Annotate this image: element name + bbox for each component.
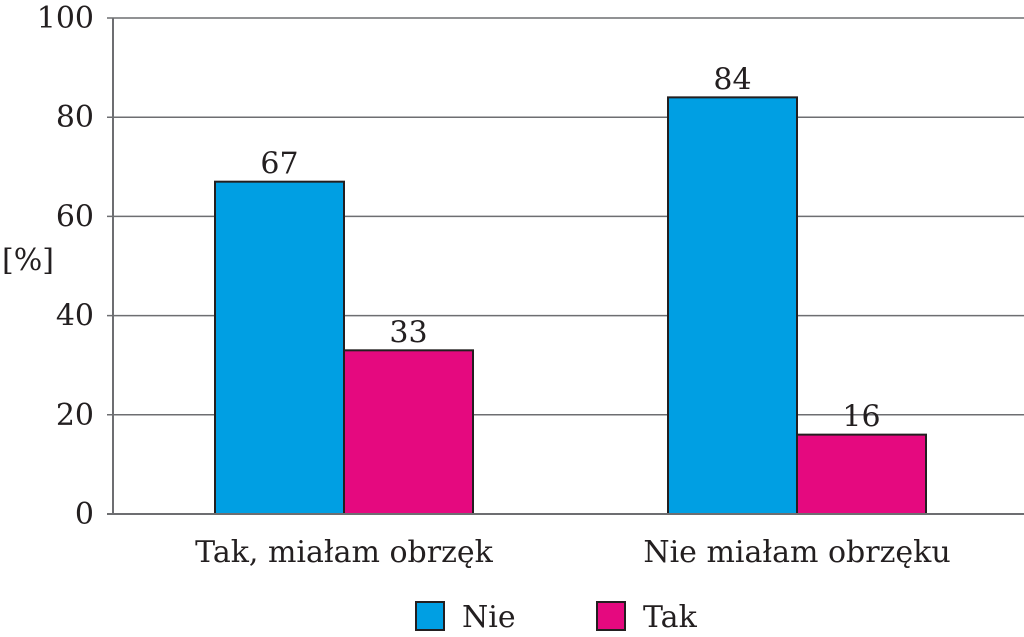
x-category-label: Nie miałam obrzęku bbox=[643, 535, 950, 570]
legend: Nie Tak bbox=[415, 600, 698, 635]
axes bbox=[107, 18, 1024, 515]
data-label: 67 bbox=[260, 147, 298, 182]
legend-swatch-tak bbox=[596, 601, 626, 631]
y-tick-label: 40 bbox=[56, 299, 94, 334]
bars bbox=[214, 96, 927, 516]
legend-label-tak: Tak bbox=[643, 600, 698, 632]
y-tick-labels: 0 20 40 60 80 100 bbox=[37, 1, 94, 532]
legend-swatch-nie bbox=[415, 601, 445, 631]
y-tick-label: 80 bbox=[56, 100, 94, 135]
bar-nie-2 bbox=[667, 96, 798, 516]
bar-tak-1 bbox=[343, 349, 474, 515]
x-category-label: Tak, miałam obrzęk bbox=[195, 535, 494, 570]
data-label: 16 bbox=[842, 400, 880, 435]
data-labels: 67 33 84 16 bbox=[260, 62, 880, 434]
bar-nie-1 bbox=[214, 180, 345, 515]
y-tick-label: 60 bbox=[56, 199, 94, 234]
y-tick-label: 100 bbox=[37, 1, 94, 36]
legend-label-nie: Nie bbox=[462, 600, 516, 632]
y-axis-label: [%] bbox=[2, 243, 54, 278]
y-tick-label: 0 bbox=[75, 497, 94, 532]
x-category-labels: Tak, miałam obrzęk Nie miałam obrzęku bbox=[195, 535, 951, 570]
data-label: 33 bbox=[389, 315, 427, 350]
data-label: 84 bbox=[713, 62, 751, 97]
bar-tak-2 bbox=[796, 433, 927, 516]
y-tick-label: 20 bbox=[56, 398, 94, 433]
